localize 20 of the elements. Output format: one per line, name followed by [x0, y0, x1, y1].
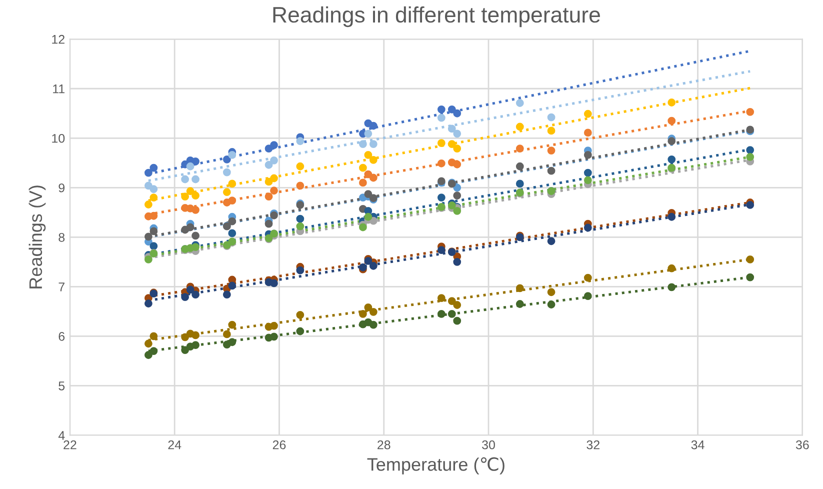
y-tick-label: 7 — [58, 282, 64, 292]
y-tick-label: 5 — [58, 382, 65, 390]
x-tick-label: 24 — [168, 440, 182, 450]
y-tick-label: 4 — [58, 431, 65, 440]
x-tick-label: 28 — [378, 440, 390, 450]
y-tick-label: 10 — [52, 134, 65, 143]
y-tick-label: 12 — [52, 34, 64, 44]
y-tick-label: 9 — [58, 183, 64, 192]
y-tick-label: 11 — [53, 84, 64, 94]
x-tick-label: 36 — [796, 440, 809, 450]
y-tick-label: 8 — [58, 232, 65, 242]
y-axis-title: Readings (V) — [28, 186, 46, 288]
x-tick-label: 30 — [482, 440, 495, 450]
y-tick-label: 6 — [58, 332, 65, 341]
x-tick-label: 34 — [691, 440, 704, 450]
chart-title: Readings in different temperature — [273, 6, 600, 28]
x-axis-title: Temperature (℃) — [367, 457, 504, 474]
x-tick-label: 22 — [64, 440, 76, 450]
x-tick-label: 26 — [272, 440, 286, 450]
x-tick-label: 32 — [586, 440, 600, 450]
